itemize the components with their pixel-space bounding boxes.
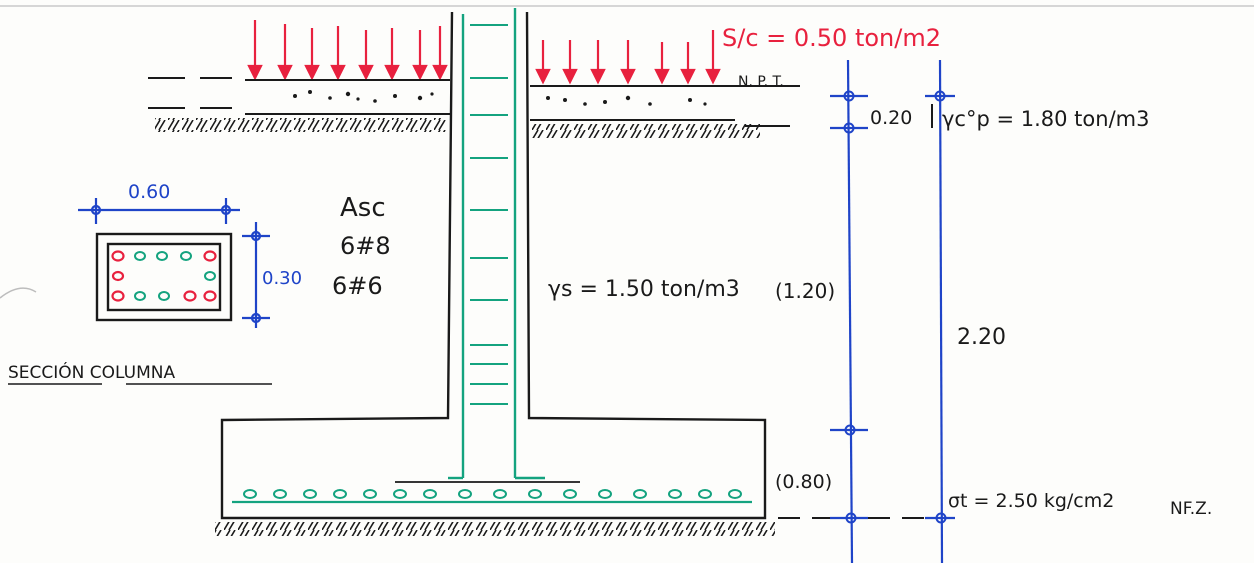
section-width-dimension <box>78 198 240 224</box>
section-outline <box>95 232 233 322</box>
water-table-label: NF.Z. <box>1170 499 1212 519</box>
column-outline <box>220 11 767 520</box>
slab-aggregate <box>293 90 707 106</box>
section-depth-label: 0.30 <box>262 268 302 289</box>
scan-edge-mark <box>0 287 37 299</box>
soil-height-label: (1.20) <box>775 279 835 303</box>
floor-level-label: N. P. T. <box>738 74 784 90</box>
bearing-capacity-label: σt = 2.50 kg/cm2 <box>948 490 1114 512</box>
steel-area-title: Asc <box>340 193 386 223</box>
soil-weight-label: γs = 1.50 ton/m3 <box>548 277 740 302</box>
section-title: SECCIÓN COLUMNA <box>8 361 175 383</box>
ground-hatch-left <box>155 118 447 132</box>
slab-thickness-label: 0.20 <box>870 107 912 129</box>
floor-lines <box>148 77 800 127</box>
section-secondary-bars <box>134 251 216 301</box>
surcharge-arrows-right <box>535 30 721 85</box>
surcharge-arrows-left <box>247 20 448 81</box>
footing-rebar-bars <box>243 489 742 499</box>
column-rebar <box>395 8 580 483</box>
dimension-ticks <box>843 90 947 524</box>
section-main-bars <box>111 250 217 302</box>
footing-height-label: (0.80) <box>775 471 832 493</box>
section-depth-dimension <box>242 222 270 328</box>
slab-weight-label: γc°p = 1.80 ton/m3 <box>942 107 1149 131</box>
section-width-label: 0.60 <box>128 181 170 203</box>
ground-hatch-right <box>530 124 760 138</box>
ground-hatch-footing <box>215 522 775 536</box>
bars-main-label: 6#8 <box>340 232 391 260</box>
column-stirrups <box>470 24 508 405</box>
total-height-label: 2.20 <box>957 325 1006 350</box>
surcharge-label: S/c = 0.50 ton/m2 <box>722 24 941 52</box>
bars-secondary-label: 6#6 <box>332 272 383 300</box>
dimension-lines <box>830 59 955 564</box>
